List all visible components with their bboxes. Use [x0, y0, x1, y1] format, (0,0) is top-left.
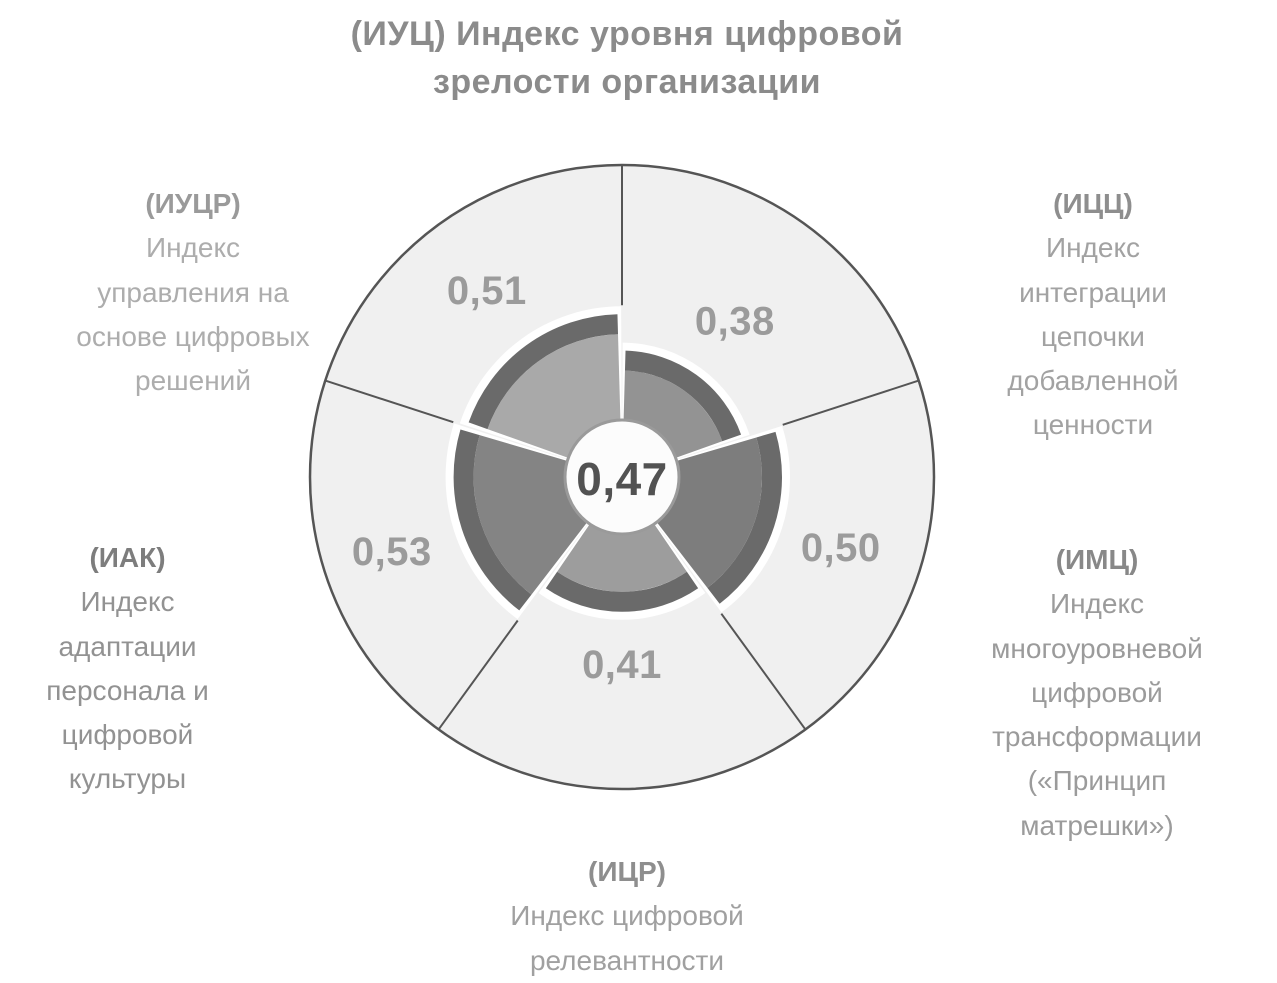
- sector-value-label: 0,50: [801, 526, 881, 570]
- digital-maturity-infographic: 0,47 0,38 0,50 0,41 0,53 0,51 (ИУЦ) Индекс ур…: [5, 15, 1242, 976]
- sector-divider: [782, 379, 920, 426]
- sector-label-icr: (ИЦР) Индекс цифровой релевантности: [347, 806, 907, 983]
- sector-value-label: 0,53: [352, 530, 432, 574]
- sector-band: [453, 429, 532, 611]
- sector-label-imc: (ИМЦ) Индекс многоуровневой цифровой тра…: [952, 494, 1242, 848]
- sector-divider: [720, 613, 807, 731]
- sector-text-icc: Индекс интеграции цепочки добавленной це…: [1007, 232, 1179, 441]
- sector-divider: [437, 619, 519, 731]
- sector-divider: [324, 379, 454, 424]
- sector-band: [545, 571, 699, 612]
- sector-text-iucr: Индекс управления на основе цифровых реш…: [76, 232, 310, 397]
- sector-abbr-iak: (ИАК): [89, 542, 166, 574]
- sector-value-label: 0,51: [447, 269, 527, 313]
- sector-abbr-icc: (ИЦЦ): [1053, 188, 1133, 220]
- chart-title: (ИУЦ) Индекс уровня цифровой зрелости ор…: [350, 15, 904, 102]
- center-circle: [563, 418, 681, 536]
- sector-label-iucr: (ИУЦР) Индекс управления на основе цифро…: [28, 138, 358, 403]
- sector-label-iak: (ИАК) Индекс адаптации персонала и цифро…: [5, 492, 250, 802]
- sector-text-icr: Индекс цифровой релевантности: [510, 900, 744, 976]
- sector-label-icc: (ИЦЦ) Индекс интеграции цепочки добавлен…: [958, 138, 1228, 448]
- center-value: 0,47: [576, 453, 668, 505]
- sector-abbr-imc: (ИМЦ): [1055, 544, 1139, 576]
- sector-abbr-icr: (ИЦР): [588, 856, 666, 888]
- sector-text-iak: Индекс адаптации персонала и цифровой ку…: [46, 586, 209, 795]
- sector-value-label: 0,38: [695, 300, 775, 344]
- rose-chart-svg: 0,47 0,38 0,50 0,41 0,53 0,51: [308, 163, 936, 791]
- sector-value-label: 0,41: [582, 643, 662, 687]
- sector-band: [707, 431, 782, 604]
- sector-band: [468, 314, 619, 430]
- sector-text-imc: Индекс многоуровневой цифровой трансформ…: [991, 588, 1203, 841]
- sector-band: [624, 350, 742, 442]
- sector-abbr-iucr: (ИУЦР): [145, 188, 241, 220]
